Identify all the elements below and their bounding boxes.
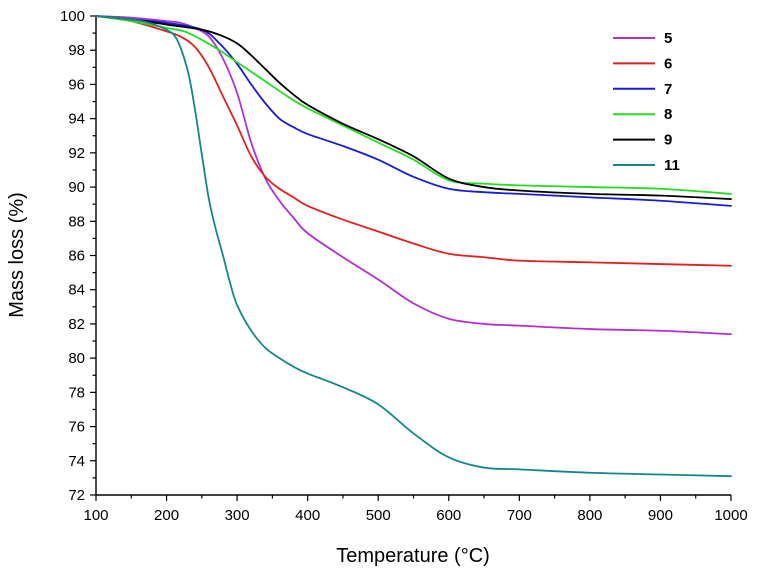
legend-label-5: 5 <box>664 30 672 47</box>
x-ticks: 100 200 300 400 500 600 700 800 900 1000 <box>83 495 748 524</box>
x-axis-title: Temperature (°C) <box>336 545 490 567</box>
y-tick-label: 84 <box>68 282 85 299</box>
y-tick-label: 96 <box>68 76 85 93</box>
y-tick-label: 92 <box>68 145 85 162</box>
x-tick-label: 200 <box>154 507 179 524</box>
x-tick-label: 900 <box>648 507 673 524</box>
legend-label-8: 8 <box>664 106 672 123</box>
series-line-6 <box>95 15 732 267</box>
y-axis-title: Mass loss (%) <box>6 192 28 318</box>
series-line-5 <box>95 15 732 336</box>
series-line-9 <box>95 15 732 200</box>
y-ticks: 72 74 76 78 80 82 84 86 88 90 92 94 96 98 100 <box>60 8 96 504</box>
legend-label-9: 9 <box>664 132 672 149</box>
y-tick-label: 78 <box>68 384 85 401</box>
legend-label-7: 7 <box>664 81 672 98</box>
y-tick-label: 90 <box>68 179 85 196</box>
legend-label-11: 11 <box>664 157 680 174</box>
series-line-11 <box>95 15 732 478</box>
x-tick-label: 1000 <box>714 507 747 524</box>
y-tick-label: 98 <box>68 42 85 59</box>
y-tick-label: 76 <box>68 419 85 436</box>
x-tick-label: 100 <box>83 507 108 524</box>
series-line-8 <box>95 15 732 195</box>
y-tick-label: 74 <box>68 453 85 470</box>
x-tick-label: 600 <box>436 507 461 524</box>
series-group <box>95 15 732 478</box>
y-tick-label: 82 <box>68 316 85 333</box>
x-tick-label: 800 <box>577 507 602 524</box>
y-tick-label: 80 <box>68 350 85 367</box>
legend: 5 6 7 8 9 11 <box>613 30 680 174</box>
x-tick-label: 500 <box>366 507 391 524</box>
y-tick-label: 100 <box>60 8 85 25</box>
y-tick-label: 88 <box>68 213 85 230</box>
legend-label-6: 6 <box>664 55 672 72</box>
x-tick-label: 700 <box>507 507 532 524</box>
x-tick-label: 400 <box>295 507 320 524</box>
y-tick-label: 72 <box>68 487 85 504</box>
y-tick-label: 86 <box>68 248 85 265</box>
y-tick-label: 94 <box>68 111 85 128</box>
x-tick-label: 300 <box>225 507 250 524</box>
